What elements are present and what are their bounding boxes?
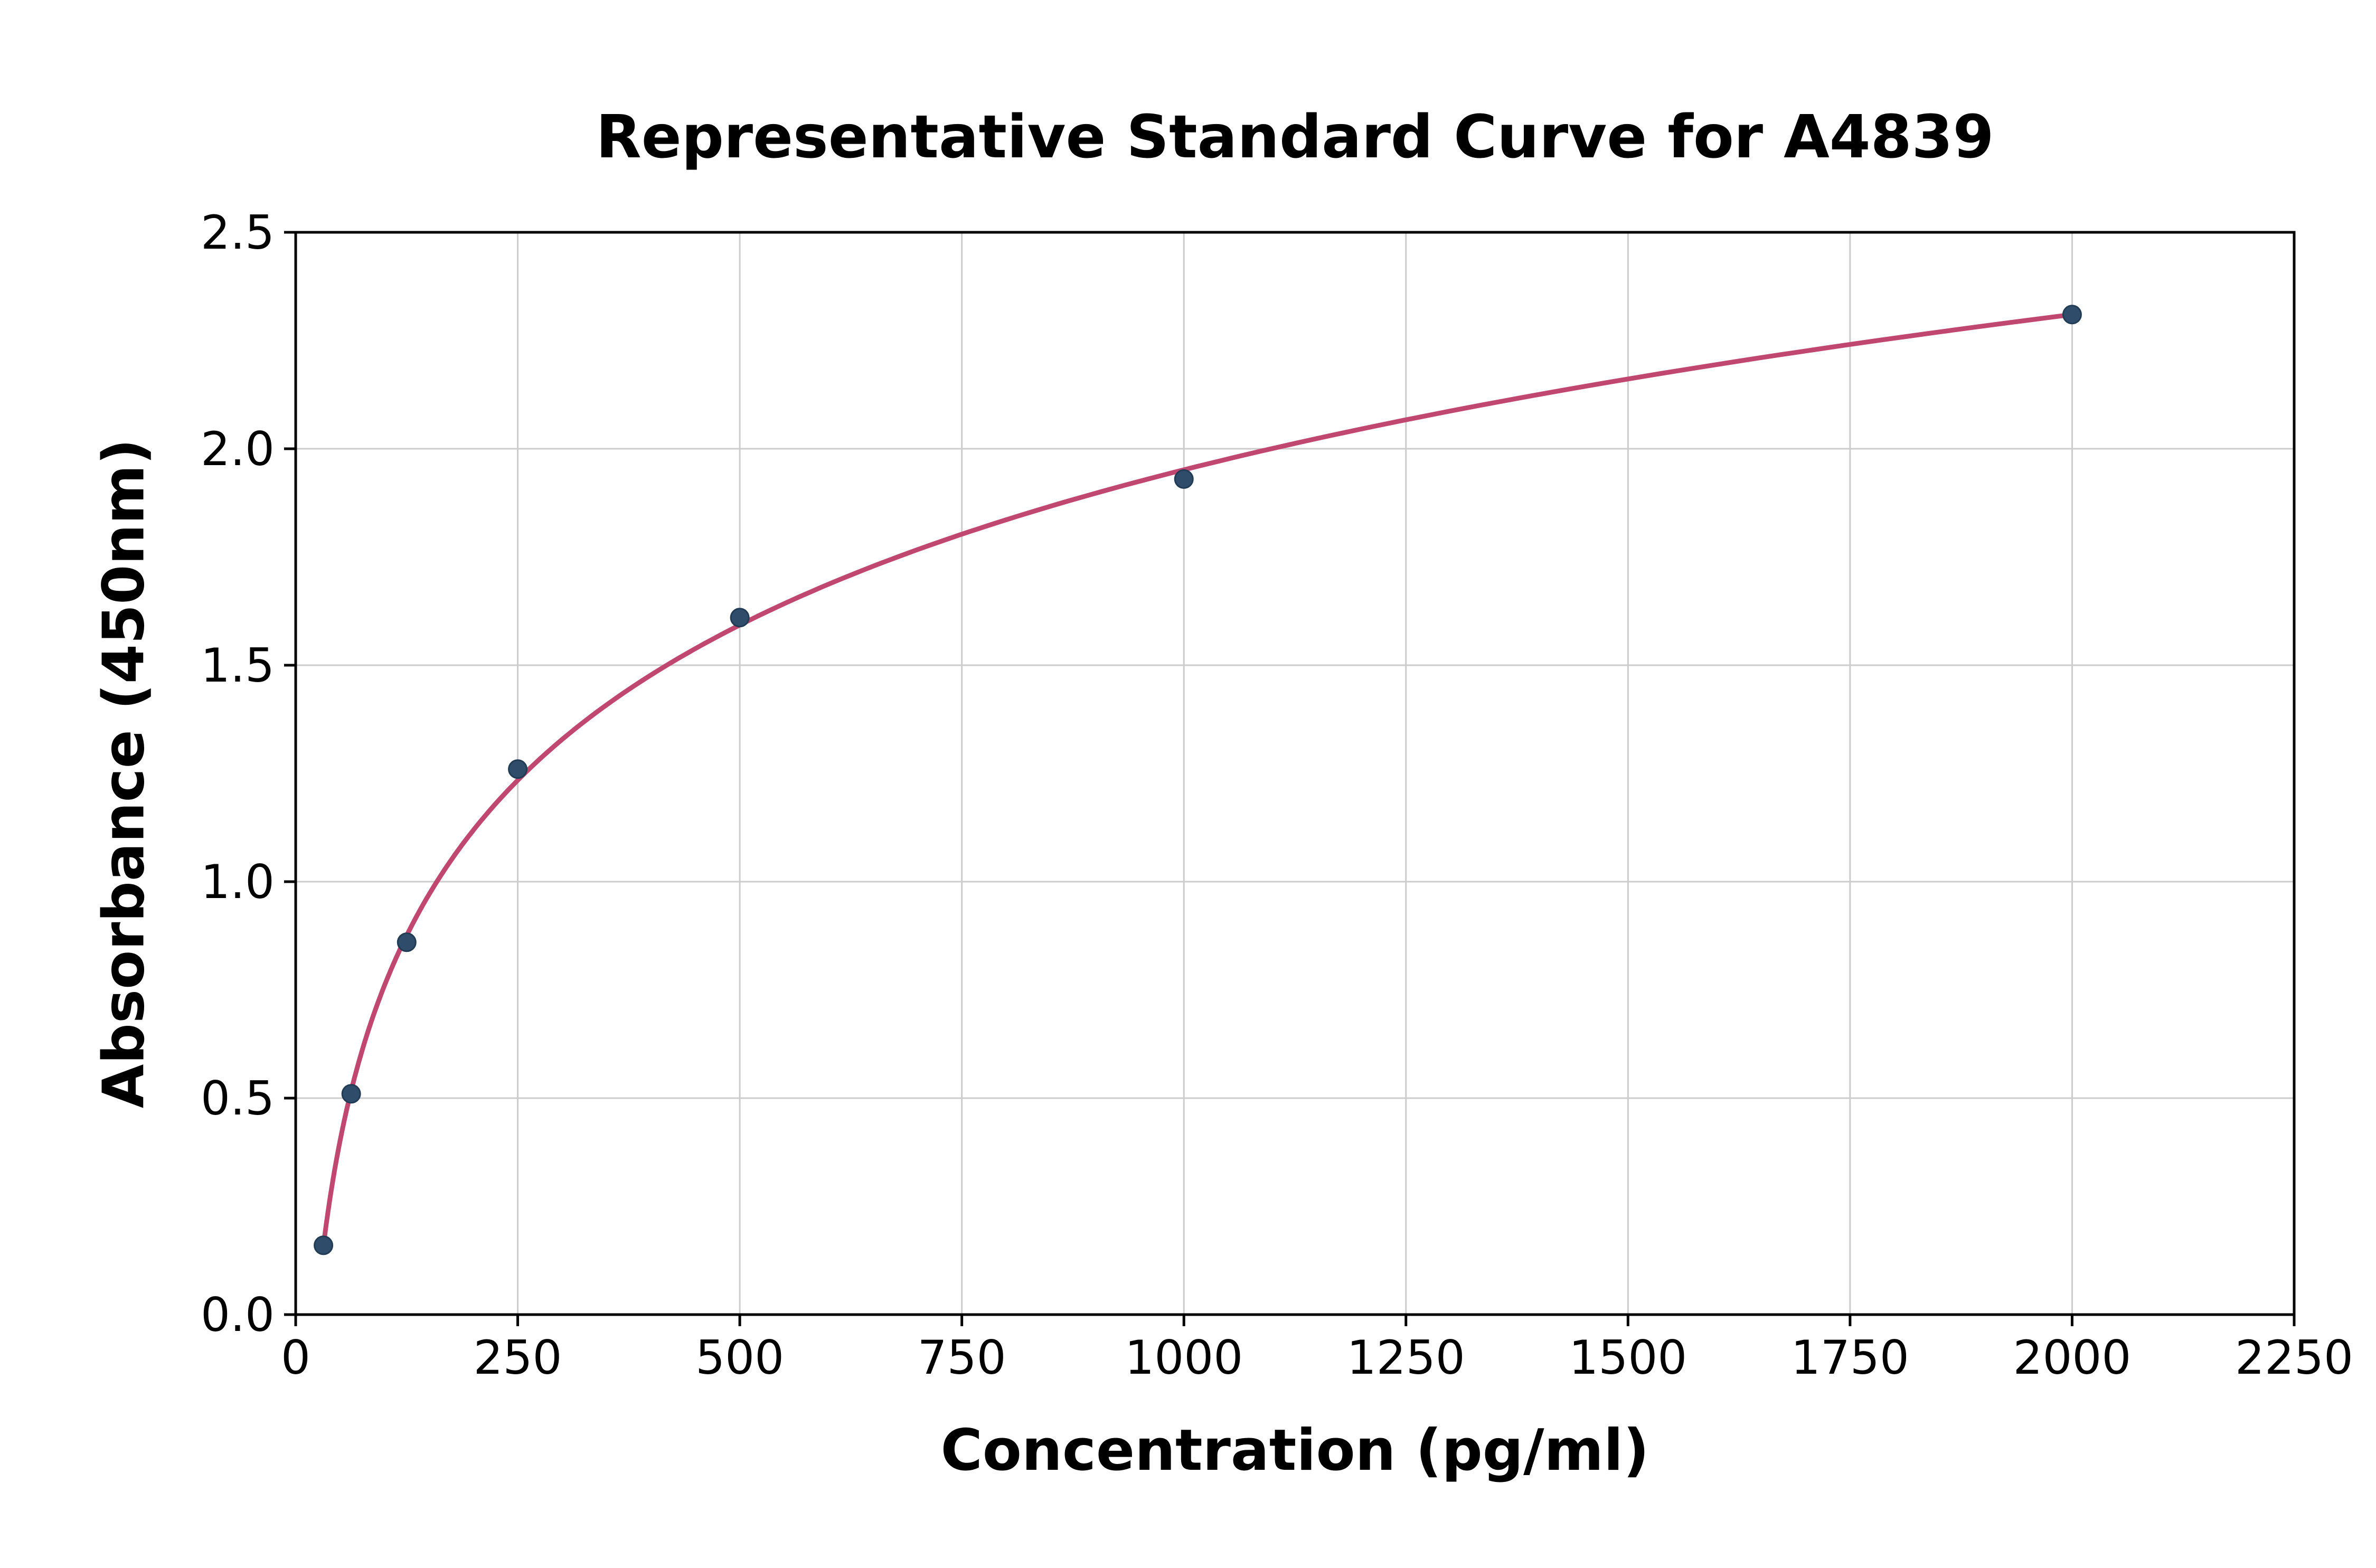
y-tick-label: 0.5 bbox=[201, 1071, 275, 1126]
plot-border bbox=[294, 231, 2296, 1316]
y-tick-label: 2.0 bbox=[201, 422, 275, 476]
data-point bbox=[341, 1084, 361, 1104]
data-point bbox=[2062, 305, 2082, 325]
x-tick-label: 1750 bbox=[1791, 1330, 1909, 1385]
data-point bbox=[397, 932, 417, 952]
x-tick-label: 250 bbox=[474, 1330, 562, 1385]
y-tick-label: 2.5 bbox=[201, 205, 275, 260]
y-tick-label: 1.5 bbox=[201, 638, 275, 693]
x-tick-label: 2250 bbox=[2235, 1330, 2353, 1385]
x-tick-label: 2000 bbox=[2013, 1330, 2131, 1385]
data-point bbox=[314, 1235, 334, 1255]
x-tick-label: 500 bbox=[695, 1330, 784, 1385]
chart-title: Representative Standard Curve for A4839 bbox=[596, 103, 1994, 172]
y-tick-label: 1.0 bbox=[201, 855, 275, 909]
x-tick-label: 1000 bbox=[1125, 1330, 1243, 1385]
y-tick-label: 0.0 bbox=[201, 1288, 275, 1342]
x-tick-label: 750 bbox=[918, 1330, 1006, 1385]
data-point bbox=[730, 608, 750, 628]
data-point bbox=[1174, 469, 1194, 489]
x-axis-label: Concentration (pg/ml) bbox=[940, 1418, 1649, 1484]
x-tick-label: 1500 bbox=[1569, 1330, 1687, 1385]
y-axis-label: Absorbance (450nm) bbox=[91, 438, 157, 1109]
x-tick-label: 0 bbox=[281, 1330, 310, 1385]
x-tick-label: 1250 bbox=[1347, 1330, 1465, 1385]
data-point bbox=[508, 759, 528, 779]
fitted-curve bbox=[321, 312, 2075, 1249]
